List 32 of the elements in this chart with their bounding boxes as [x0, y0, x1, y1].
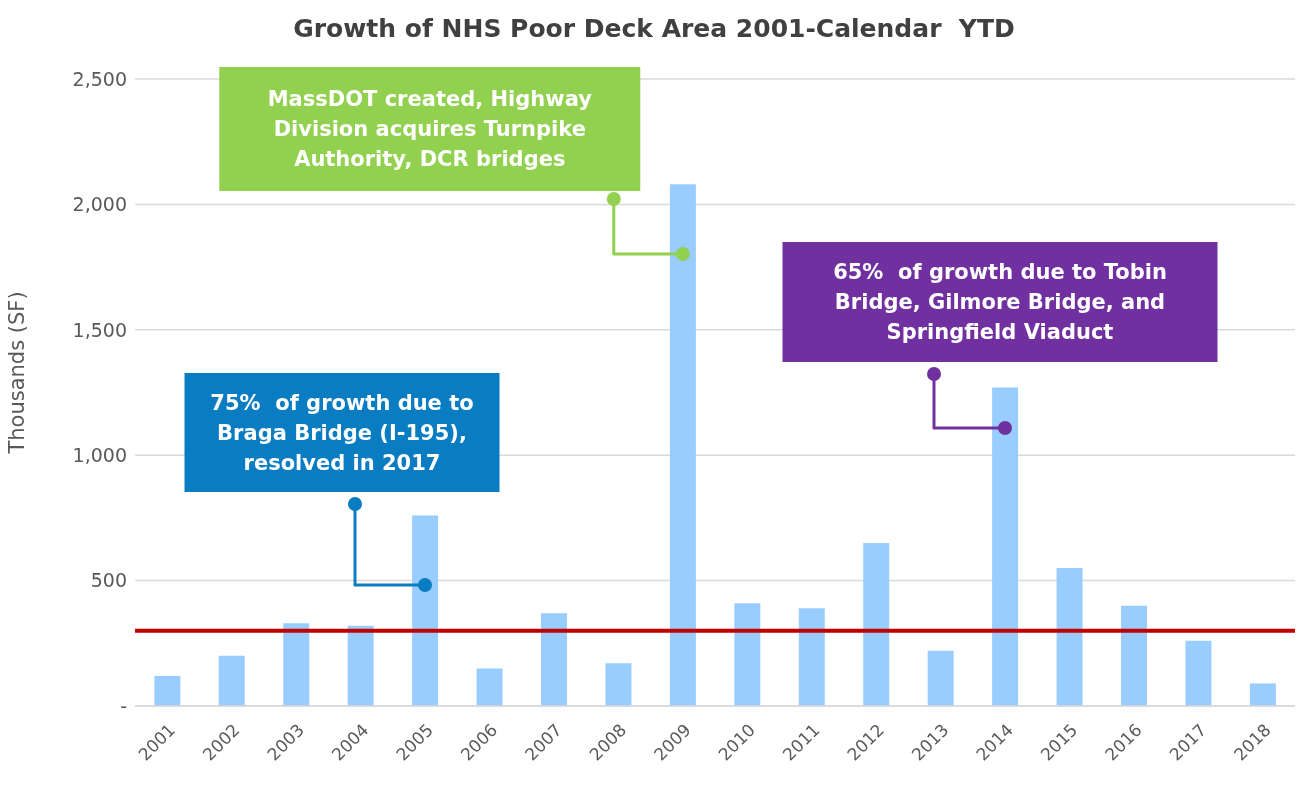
annotation: 65% of growth due to Tobin Bridge, Gilmore Bridge, and Springfield Viaduct	[782, 242, 1218, 362]
callout: 65% of growth due to Tobin Bridge, Gilmore Bridge, and Springfield Viaduct	[782, 242, 1218, 435]
bar	[218, 655, 245, 706]
bar	[347, 625, 374, 706]
bar	[1121, 605, 1147, 706]
bar	[1185, 640, 1212, 706]
bar	[992, 387, 1019, 706]
annotation: MassDOT created, Highway Division acquires Turnpike Authority, DCR bridges	[219, 67, 641, 191]
bar	[863, 542, 890, 706]
y-tick-label: 1,500	[72, 318, 127, 341]
bar	[1249, 683, 1276, 706]
bar	[669, 184, 696, 706]
bar	[605, 663, 632, 706]
annotation: 75% of growth due to Braga Bridge (I-195), resolved in 2017	[184, 373, 500, 492]
bar	[283, 623, 310, 706]
bar	[541, 613, 567, 706]
bar	[412, 515, 439, 706]
y-tick-label: 2,500	[72, 67, 127, 90]
callout: 75% of growth due to Braga Bridge (I-195), resolved in 2017	[184, 373, 500, 592]
bar	[1056, 568, 1083, 706]
bar	[734, 603, 761, 706]
bar	[476, 668, 503, 706]
callout: MassDOT created, Highway Division acquires Turnpike Authority, DCR bridges	[219, 67, 690, 261]
bar	[798, 608, 825, 706]
y-tick-label: 2,000	[72, 193, 127, 216]
y-tick-label: 1,000	[72, 443, 127, 466]
y-axis-title: Thousands (SF)	[5, 291, 30, 455]
y-tick-label: -	[120, 694, 127, 717]
chart-title: Growth of NHS Poor Deck Area 2001-Calendar YTD	[292, 14, 1016, 43]
y-tick-label: 500	[90, 569, 127, 592]
bar	[927, 650, 954, 706]
bar	[154, 675, 181, 706]
